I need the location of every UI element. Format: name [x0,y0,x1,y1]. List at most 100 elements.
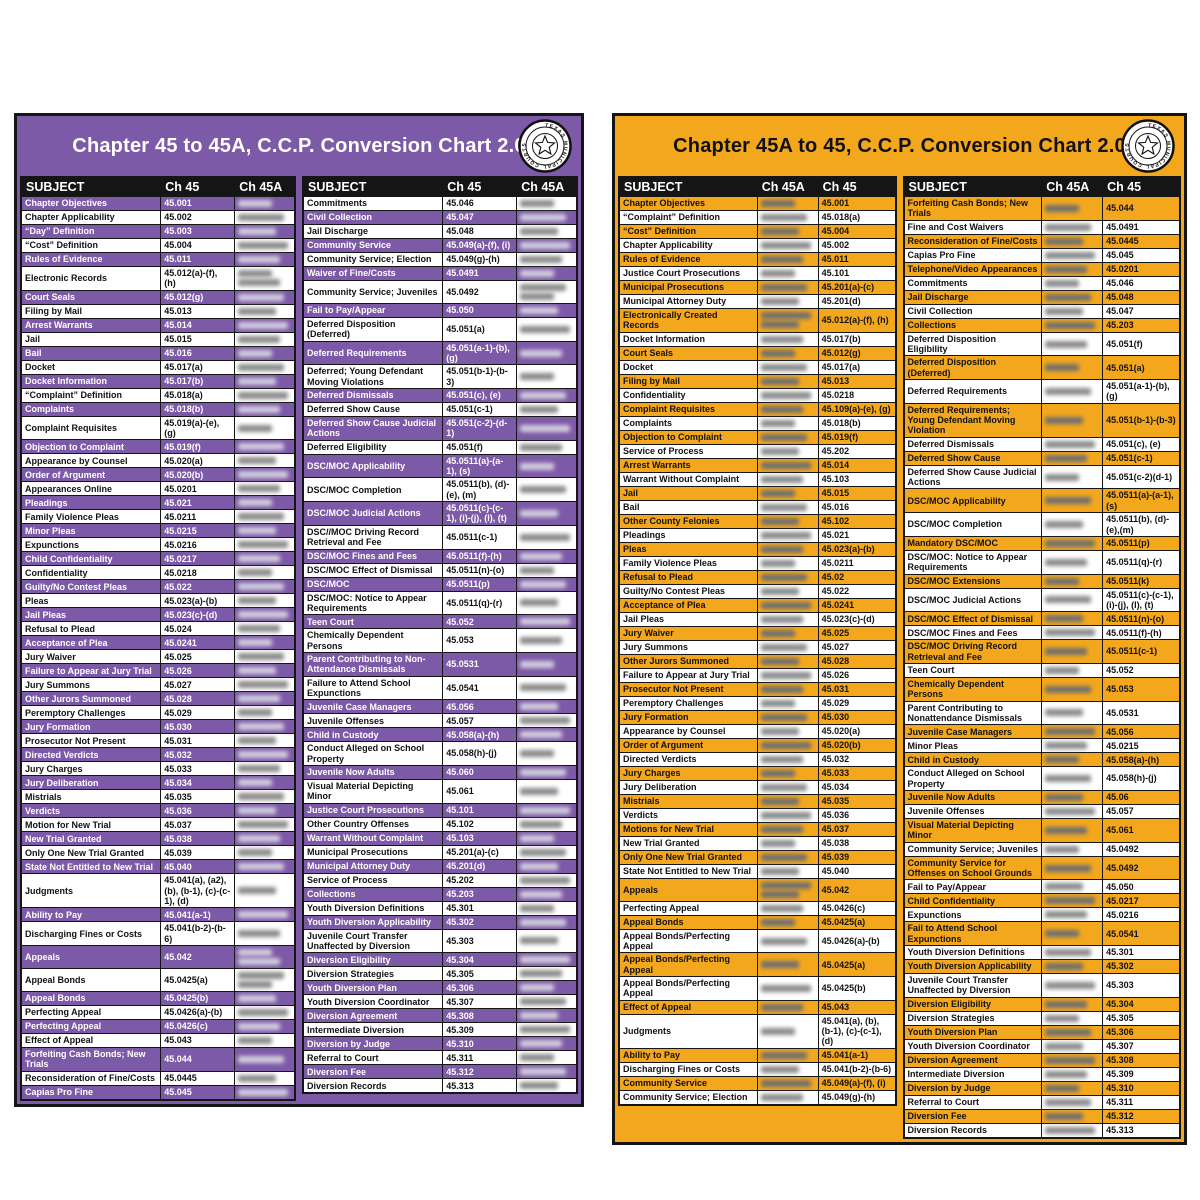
redacted-smudge [520,637,563,645]
table-row: Chapter Objectives 45.001 [20,196,296,211]
subject-cell: Community Service; Juveniles [302,280,444,304]
redacted-cell [516,1008,578,1024]
redacted-smudge [760,284,807,291]
redacted-cell [234,317,296,333]
table-row: Only One New Trial Granted 45.039 [618,849,897,865]
redacted-smudge [1045,251,1096,259]
table-row: Conduct Alleged on School Property 45.058… [302,741,578,766]
redacted-smudge [238,1023,281,1031]
table-row: Diversion Records 45.313 [302,1078,578,1094]
redacted-smudge [238,471,289,479]
redacted-cell [756,999,819,1015]
code-cell: 45.0511(n)-(o) [1102,611,1181,627]
redacted-smudge [238,723,285,731]
code-cell: 45.018(b) [817,415,897,431]
code-cell: 45.044 [1102,196,1181,221]
subject-cell: Youth Diversion Coordinator [902,1038,1043,1054]
table-row: Referral to Court 45.311 [902,1094,1181,1110]
redacted-cell [1041,587,1104,613]
column-header: Ch 45 [1102,176,1181,197]
code-cell: 45.058(a)-(h) [1102,752,1181,768]
code-cell: 45.051(a-1)-(b), (g) [1102,379,1181,404]
code-cell: 45.0426(c) [160,1019,236,1035]
redacted-smudge [238,887,277,895]
redacted-smudge [1045,265,1088,273]
redacted-cell [1041,817,1104,843]
code-cell: 45.0491 [1102,219,1181,235]
redacted-smudge [1045,1084,1080,1092]
subject-cell: Failure to Appear at Jury Trial [20,663,162,679]
redacted-cell [234,224,296,239]
code-cell: 45.103 [817,471,897,487]
redacted-cell [516,764,578,780]
redacted-cell [234,481,296,497]
redacted-cell [1041,1108,1104,1124]
table-row: Family Violence Pleas 45.0211 [20,509,296,525]
redacted-smudge [238,1088,289,1096]
code-cell: 45.0511(b), (d)-(e), (m) [442,477,518,503]
subject-cell: Prosecutor Not Present [618,681,758,697]
table-row: New Trial Granted 45.038 [20,831,296,847]
subject-cell: New Trial Granted [618,835,758,851]
code-cell: 45.049(a)-(f), (i) [442,238,518,253]
redacted-smudge [760,335,803,343]
redacted-smudge [238,228,277,235]
subject-cell: Complaint Requisites [20,415,162,441]
subject-cell: Chemically Dependent Persons [902,676,1043,702]
redacted-cell [1041,219,1104,235]
redacted-smudge [760,363,807,371]
redacted-cell [756,877,819,902]
redacted-smudge [760,545,803,553]
code-cell: 45.051(f) [1102,331,1181,357]
table-row: Complaint Requisites 45.109(a)-(e), (g) [618,401,897,417]
code-cell: 45.310 [1102,1080,1181,1096]
redacted-cell [234,453,296,469]
redacted-cell [756,252,819,267]
redacted-cell [234,607,296,623]
redacted-cell [756,779,819,795]
code-cell: 45.019(a)-(e), (g) [160,415,236,441]
code-cell: 45.038 [817,835,897,851]
subject-cell: Municipal Attorney Duty [302,858,444,874]
table-row: Juvenile Now Adults 45.060 [302,764,578,780]
redacted-cell [516,210,578,225]
redacted-cell [756,611,819,627]
redacted-cell [516,1022,578,1038]
subject-cell: Verdicts [618,807,758,823]
redacted-cell [756,499,819,515]
subject-cell: “Complaint” Definition [20,387,162,403]
code-cell: 45.109(a)-(e), (g) [817,401,897,417]
redacted-cell [756,429,819,445]
column-header: Ch 45A [756,176,819,197]
table-row: Acceptance of Plea 45.0241 [618,597,897,613]
code-cell: 45.303 [442,928,518,954]
subject-cell: Diversion Records [302,1078,444,1094]
subject-cell: Jury Waiver [618,625,758,641]
subject-cell: Expunctions [20,537,162,553]
redacted-smudge [1045,1126,1096,1134]
redacted-smudge [1045,864,1092,872]
redacted-smudge [1045,204,1080,212]
code-cell: 45.307 [1102,1038,1181,1054]
redacted-cell [516,994,578,1010]
redacted-cell [756,308,819,333]
table-row: Verdicts 45.036 [618,807,897,823]
subject-cell: Failure to Attend School Expunctions [302,675,444,701]
subject-cell: “Complaint” Definition [618,210,758,225]
subject-cell: Directed Verdicts [20,747,162,763]
table-row: Appearances Online 45.0201 [20,481,296,497]
redacted-cell [756,835,819,851]
table-row: Filing by Mail 45.013 [20,303,296,319]
redacted-cell [234,691,296,707]
subject-cell: Minor Pleas [902,738,1043,754]
redacted-cell [1041,1094,1104,1110]
subject-cell: Rules of Evidence [618,252,758,267]
code-cell: 45.037 [817,821,897,837]
code-cell: 45.033 [160,761,236,777]
redacted-smudge [1045,807,1096,815]
table-row: Objection to Complaint 45.019(f) [20,439,296,455]
code-cell: 45.310 [442,1036,518,1052]
redacted-cell [516,439,578,455]
code-cell: 45.042 [817,877,897,902]
code-cell: 45.311 [1102,1094,1181,1110]
